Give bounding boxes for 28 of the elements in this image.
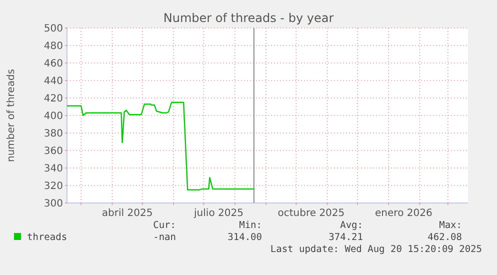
- y-tick-label: 500: [44, 24, 63, 34]
- chart-title: Number of threads - by year: [163, 11, 334, 25]
- y-tick-label: 380: [44, 128, 63, 140]
- legend-label: threads: [27, 232, 68, 243]
- text: 314.00: [228, 232, 262, 243]
- y-tick-label: 300: [44, 198, 63, 210]
- text: Avg:: [340, 220, 363, 231]
- line-series: [66, 102, 255, 190]
- x-tick-label: enero 2026: [375, 208, 432, 219]
- text: 462.08: [428, 232, 462, 243]
- text: Max:: [439, 220, 462, 231]
- text: Min:: [239, 220, 262, 231]
- y-tick-label: 480: [44, 41, 63, 52]
- x-tick-label: octubre 2025: [278, 208, 345, 219]
- text: 374.21: [328, 232, 364, 243]
- text: Cur:: [153, 220, 176, 231]
- y-axis-title: number of threads: [6, 68, 17, 162]
- x-tick-label: abril 2025: [102, 208, 153, 219]
- text: -nan: [153, 232, 176, 243]
- y-tick-label: 320: [44, 181, 63, 192]
- y-tick-label: 360: [44, 146, 63, 157]
- y-tick-label: 420: [44, 94, 63, 104]
- y-tick-label: 460: [44, 58, 63, 70]
- y-tick-label: 400: [44, 111, 63, 122]
- x-tick-label: julio 2025: [193, 208, 244, 219]
- y-tick-label: 340: [44, 164, 63, 174]
- text: Last update: Wed Aug 20 15:20:09 2025: [270, 244, 482, 255]
- y-tick-label: 440: [44, 76, 63, 87]
